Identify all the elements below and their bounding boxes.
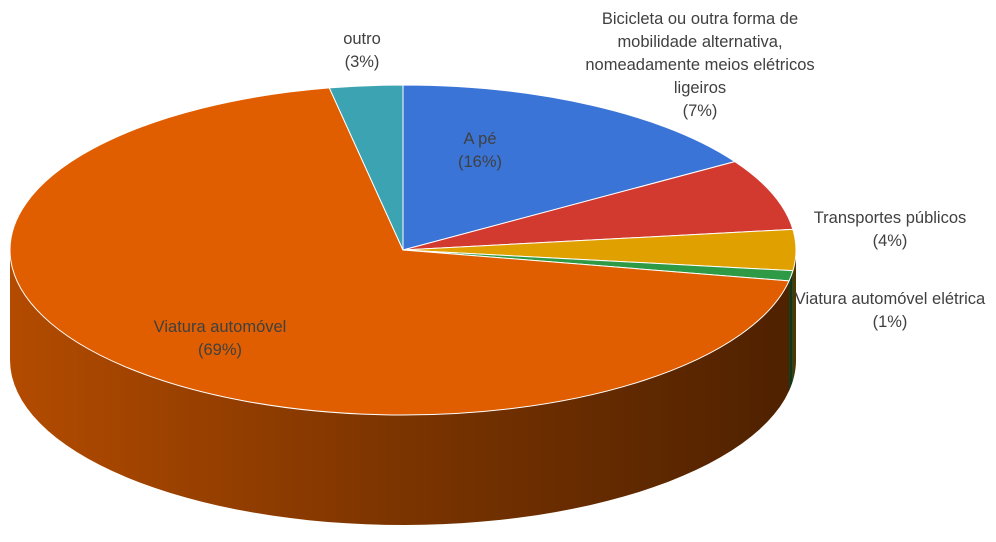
- pie-slice-side: [10, 250, 790, 525]
- category-label: Bicicleta ou outra forma de mobilidade a…: [585, 10, 815, 97]
- category-label: Viatura automóvel elétrica: [794, 290, 986, 308]
- pie-slice: [402, 161, 794, 251]
- data-label: Viatura automóvel elétrica (1%): [790, 288, 990, 334]
- value-label: (7%): [682, 102, 718, 120]
- pie-slice: [402, 84, 737, 251]
- pie-slice-side: [789, 270, 793, 391]
- data-label: outro (3%): [302, 28, 422, 74]
- value-label: (69%): [197, 341, 242, 359]
- pie-slice: [9, 87, 790, 416]
- value-label: (16%): [457, 153, 502, 171]
- category-label: A pé: [463, 130, 497, 148]
- pie-slice-side: [792, 250, 796, 381]
- data-label: Viatura automóvel (69%): [90, 316, 350, 362]
- pie-slice: [328, 84, 404, 251]
- value-label: (1%): [872, 313, 908, 331]
- data-label: Bicicleta ou outra forma de mobilidade a…: [580, 8, 820, 123]
- category-label: Transportes públicos: [813, 209, 967, 227]
- category-label: Viatura automóvel: [153, 318, 287, 336]
- category-label: outro: [343, 30, 381, 48]
- value-label: (3%): [344, 53, 380, 71]
- data-label: A pé (16%): [420, 128, 540, 174]
- data-label: Transportes públicos (4%): [780, 207, 996, 253]
- value-label: (4%): [872, 232, 908, 250]
